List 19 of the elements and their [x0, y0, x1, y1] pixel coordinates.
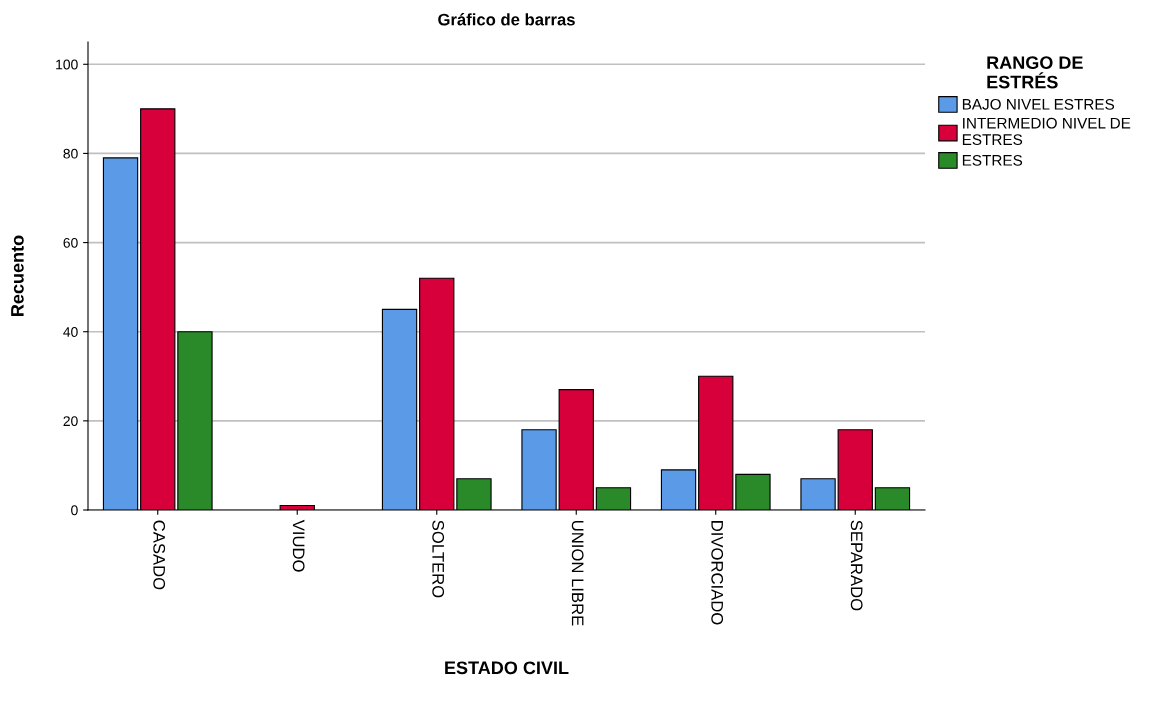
y-tick-label: 60: [63, 237, 78, 248]
y-tick-label: 20: [63, 416, 78, 427]
y-axis-title: Recuento: [11, 235, 24, 316]
x-tick-label: VIUDO: [292, 519, 305, 572]
x-axis-title: ESTADO CIVIL: [445, 661, 569, 675]
y-tick-label: 40: [63, 327, 78, 337]
x-tick-label: SOLTERO: [432, 520, 445, 598]
x-tick-label: CASADO: [153, 520, 166, 590]
y-tick-label: 80: [63, 148, 78, 159]
legend-label: INTERMEDIO NIVEL DE ESTRES: [962, 117, 1131, 146]
legend-label: ESTRES: [962, 154, 1023, 166]
y-tick-label: 0: [71, 505, 78, 516]
x-tick-label: SEPARADO: [850, 520, 863, 611]
y-tick-label: 100: [56, 59, 78, 70]
legend-label: BAJO NIVEL ESTRES: [962, 98, 1115, 110]
legend-title: RANGO DE ESTRÉS: [987, 56, 1083, 89]
x-tick-label: UNION LIBRE: [571, 521, 584, 626]
chart-title: Gráfico de barras: [438, 13, 575, 26]
x-tick-label: DIVORCIADO: [711, 521, 724, 625]
